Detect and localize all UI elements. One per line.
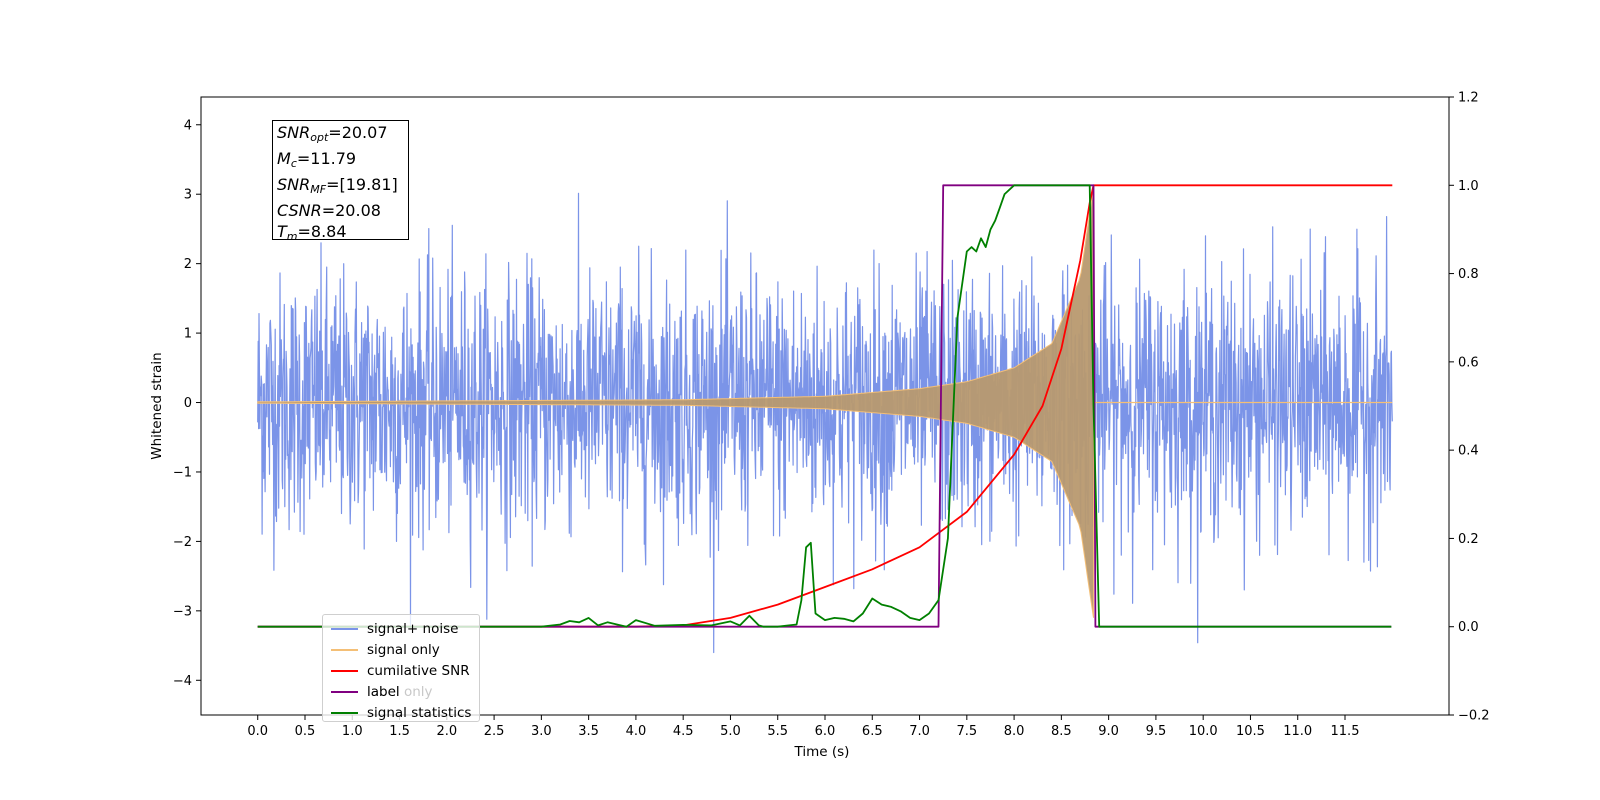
legend-label: label (367, 683, 400, 700)
tm-value: =8.84 (297, 222, 347, 241)
x-tick-label: 0.5 (295, 724, 316, 739)
x-tick-label: 7.5 (956, 724, 977, 739)
mc-line: Mc=11.79 (277, 149, 357, 170)
legend-label: signal+ noise (367, 620, 459, 637)
x-tick-label: 2.0 (436, 724, 457, 739)
x-tick-label: 3.5 (578, 724, 599, 739)
y-axis-left: −4 −3 −2 −1 0 1 2 3 4 (173, 118, 201, 689)
series-signal-only (257, 187, 1094, 618)
x-tick-label: 7.0 (909, 724, 930, 739)
y2-tick-label: 0.2 (1458, 532, 1479, 547)
mc-value: =11.79 (296, 149, 357, 168)
y-tick-label: 3 (184, 188, 192, 203)
x-tick-label: 10.5 (1236, 724, 1265, 739)
series-signal-statistics (257, 184, 1392, 628)
legend-swatch (331, 627, 358, 630)
stats-annotation-box: SNRopt=20.07 Mc=11.79 SNRMF=[19.81] CSNR… (272, 120, 409, 243)
x-tick-label: 9.5 (1146, 724, 1167, 739)
series-signal-noise (257, 192, 1393, 654)
legend-item-signal-statistics: signal statistics (323, 702, 479, 723)
legend-label-overlay: label only (367, 683, 433, 700)
legend-swatch (331, 690, 358, 693)
legend-item-signal-only: signal only (323, 639, 479, 660)
x-tick-label: 0.0 (247, 724, 268, 739)
tm-line: Tm=8.84 (277, 222, 347, 243)
legend-label: signal only (367, 641, 440, 658)
y-tick-label: 2 (184, 257, 192, 272)
y2-tick-label: 0.0 (1458, 620, 1479, 635)
legend-item-label: label only label (323, 681, 479, 702)
snr-opt-value: =20.07 (328, 123, 388, 142)
legend-swatch (331, 711, 358, 714)
y2-tick-label: −0.2 (1458, 709, 1490, 724)
y2-tick-label: 0.6 (1458, 355, 1479, 370)
x-tick-label: 5.0 (720, 724, 741, 739)
x-tick-label: 8.0 (1004, 724, 1025, 739)
y-tick-label: 1 (184, 327, 192, 342)
x-tick-label: 6.0 (815, 724, 836, 739)
x-tick-label: 11.5 (1331, 724, 1360, 739)
csnr-value: =20.08 (321, 201, 381, 220)
y-tick-label: −2 (173, 535, 192, 550)
legend-label: signal statistics (367, 704, 472, 721)
legend-swatch (331, 669, 358, 672)
y2-tick-label: 0.8 (1458, 267, 1479, 282)
y2-tick-label: 0.4 (1458, 444, 1479, 459)
legend-label: cumilative SNR (367, 662, 470, 679)
series-layer (257, 184, 1393, 654)
x-tick-label: 6.5 (862, 724, 883, 739)
x-tick-label: 1.0 (342, 724, 363, 739)
legend: signal+ noise signal only cumilative SNR… (322, 614, 480, 722)
x-tick-label: 11.0 (1283, 724, 1312, 739)
y-axis-right: −0.2 0.0 0.2 0.4 0.6 0.8 1.0 1.2 (1449, 91, 1490, 724)
x-tick-label: 9.0 (1098, 724, 1119, 739)
x-axis: 0.0 0.5 1.0 1.5 2.0 2.5 3.0 3.5 4.0 4.5 5.0 5.5 6.0 6… (247, 715, 1359, 739)
y-tick-label: −4 (173, 674, 192, 689)
snr-opt-line: SNRopt=20.07 (277, 123, 388, 144)
x-tick-label: 4.0 (626, 724, 647, 739)
y-tick-label: −3 (173, 604, 192, 619)
x-tick-label: 5.5 (767, 724, 788, 739)
series-cumulative-snr (257, 184, 1393, 628)
csnr-line: CSNR=20.08 (277, 201, 381, 220)
y2-tick-label: 1.0 (1458, 179, 1479, 194)
y-tick-label: −1 (173, 465, 192, 480)
x-tick-label: 1.5 (389, 724, 410, 739)
snr-mf-value: =[19.81] (326, 175, 398, 194)
y-tick-label: 4 (184, 118, 192, 133)
x-tick-label: 4.5 (673, 724, 694, 739)
snr-mf-line: SNRMF=[19.81] (277, 175, 398, 196)
x-tick-label: 10.0 (1189, 724, 1218, 739)
legend-item-signal-noise: signal+ noise (323, 618, 479, 639)
x-tick-label: 3.0 (531, 724, 552, 739)
x-tick-label: 8.5 (1051, 724, 1072, 739)
x-tick-label: 2.5 (484, 724, 505, 739)
y-tick-label: 0 (184, 396, 192, 411)
y2-tick-label: 1.2 (1458, 91, 1479, 106)
y-axis-label: Whitened strain (149, 352, 165, 459)
legend-item-cumulative-snr: cumilative SNR (323, 660, 479, 681)
x-axis-label: Time (s) (794, 744, 850, 760)
legend-swatch (331, 648, 358, 651)
